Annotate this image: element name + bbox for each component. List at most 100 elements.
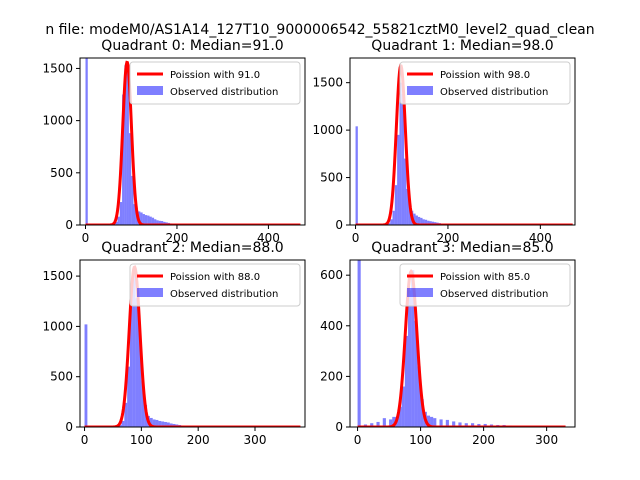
legend-hist-swatch bbox=[407, 86, 433, 95]
legend-hist-label: Observed distribution bbox=[440, 289, 548, 300]
x-tick-label: 0 bbox=[81, 433, 89, 447]
histogram-bar bbox=[151, 217, 155, 225]
x-tick-label: 100 bbox=[130, 433, 153, 447]
histogram-bar bbox=[387, 223, 391, 225]
quadrant-3-axes: 0 100 200 300 0 200 400 600 Quadrant 3: Median=8… bbox=[320, 240, 576, 447]
histogram-bar bbox=[169, 423, 173, 427]
histogram-bar bbox=[147, 215, 150, 225]
legend-box bbox=[399, 263, 571, 307]
y-tick-label: 0 bbox=[335, 420, 343, 434]
histogram-bar bbox=[411, 270, 415, 427]
histogram-bar bbox=[389, 419, 393, 427]
histogram-bar bbox=[394, 185, 398, 225]
histogram-bar bbox=[163, 221, 166, 225]
histogram-bar bbox=[130, 284, 133, 427]
poisson-fit-line bbox=[84, 265, 301, 427]
histogram-bar bbox=[376, 421, 380, 427]
histogram-bar bbox=[430, 416, 434, 427]
histogram-bar bbox=[408, 204, 411, 225]
legend: Poission with 98.0 Observed distribution bbox=[399, 61, 571, 105]
poisson-fit-line bbox=[355, 63, 573, 225]
histogram-bar bbox=[156, 220, 159, 225]
histogram-bar bbox=[154, 219, 157, 225]
poisson-fit-line bbox=[85, 60, 301, 225]
quadrant-2-axes: 0 100 200 300 0 500 1000 1500 Quadrant 2: Median… bbox=[42, 240, 306, 447]
histogram-bar bbox=[427, 220, 430, 225]
y-tick-label: 500 bbox=[320, 171, 343, 185]
y-tick-label: 600 bbox=[320, 268, 343, 282]
legend-line-label: Poission with 91.0 bbox=[170, 70, 260, 81]
y-tick-label: 1500 bbox=[42, 61, 73, 75]
histogram-bar bbox=[398, 406, 402, 427]
histogram-bar bbox=[132, 273, 136, 427]
quadrant-2-plot-area bbox=[84, 265, 301, 427]
histogram-bar bbox=[135, 298, 139, 427]
y-tick-label: 1000 bbox=[312, 123, 343, 137]
legend-hist-label: Observed distribution bbox=[170, 87, 278, 98]
histogram-bar bbox=[118, 424, 122, 427]
x-tick-label: 400 bbox=[529, 231, 552, 245]
histogram-bar bbox=[407, 290, 412, 427]
histogram-bar bbox=[401, 386, 405, 427]
legend-line-label: Poission with 85.0 bbox=[440, 272, 530, 283]
y-tick-label: 1500 bbox=[42, 269, 73, 283]
histogram-bar bbox=[158, 220, 161, 225]
histogram-bar bbox=[115, 221, 118, 225]
histogram-bar bbox=[417, 366, 421, 427]
histogram-bar bbox=[399, 82, 402, 225]
histogram-bar bbox=[406, 188, 409, 225]
legend: Poission with 88.0 Observed distribution bbox=[129, 263, 301, 307]
x-tick-label: 0 bbox=[82, 231, 90, 245]
histogram-bar bbox=[433, 418, 437, 427]
legend-box bbox=[399, 61, 571, 105]
histogram-bar bbox=[142, 214, 145, 225]
histogram-bar bbox=[122, 94, 125, 225]
histogram-bar bbox=[164, 421, 167, 427]
figure-suptitle: n file: modeM0/AS1A14_127T10_9000006542_… bbox=[45, 22, 594, 38]
y-tick-label: 0 bbox=[335, 218, 343, 232]
quadrant-3-title: Quadrant 3: Median=85.0 bbox=[371, 240, 553, 256]
histogram-bar bbox=[422, 219, 425, 225]
histogram-bar bbox=[382, 418, 386, 427]
quadrant-0-axes: 0 200 400 0 500 1000 1500 Quadrant 0: Median=91… bbox=[42, 38, 306, 245]
quadrant-0-title: Quadrant 0: Median=91.0 bbox=[101, 38, 283, 54]
quadrant-1-title: Quadrant 1: Median=98.0 bbox=[371, 38, 553, 54]
y-tick-label: 1500 bbox=[312, 76, 343, 90]
histogram-bar bbox=[392, 416, 396, 427]
x-tick-label: 100 bbox=[409, 433, 432, 447]
y-tick-label: 200 bbox=[320, 369, 343, 383]
legend: Poission with 91.0 Observed distribution bbox=[129, 61, 301, 105]
histogram-bar bbox=[155, 419, 159, 427]
histogram-bar bbox=[149, 216, 152, 225]
histogram-bar bbox=[138, 332, 142, 427]
legend-line-label: Poission with 98.0 bbox=[440, 70, 530, 81]
legend-box bbox=[129, 263, 301, 307]
legend: Poission with 85.0 Observed distribution bbox=[399, 263, 571, 307]
axes-frame bbox=[79, 259, 306, 428]
histogram-bar bbox=[141, 380, 145, 427]
axes-frame bbox=[79, 57, 306, 226]
histogram-bar bbox=[166, 422, 170, 427]
histogram-bar bbox=[144, 215, 148, 225]
histogram-bar bbox=[124, 65, 127, 225]
poisson-fit-line bbox=[357, 269, 566, 427]
histogram-bar bbox=[140, 212, 143, 225]
histogram-bar bbox=[445, 419, 449, 427]
histogram-bar bbox=[401, 94, 405, 225]
quadrant-1-plot-area bbox=[355, 63, 573, 225]
legend-hist-swatch bbox=[137, 86, 163, 95]
legend-box bbox=[129, 61, 301, 105]
histogram-bar bbox=[172, 423, 176, 427]
histogram-bar bbox=[471, 423, 475, 427]
legend-hist-swatch bbox=[407, 288, 433, 297]
histogram-bar bbox=[126, 68, 129, 225]
histogram-bar bbox=[370, 423, 374, 427]
histogram-bar bbox=[439, 419, 443, 427]
histogram-bar bbox=[464, 423, 468, 427]
quadrant-2-title: Quadrant 2: Median=88.0 bbox=[101, 240, 283, 256]
legend-hist-label: Observed distribution bbox=[170, 289, 278, 300]
legend-line-label: Poission with 88.0 bbox=[170, 272, 260, 283]
histogram-bar bbox=[413, 213, 416, 225]
y-tick-label: 0 bbox=[65, 218, 73, 232]
y-tick-label: 500 bbox=[50, 370, 73, 384]
